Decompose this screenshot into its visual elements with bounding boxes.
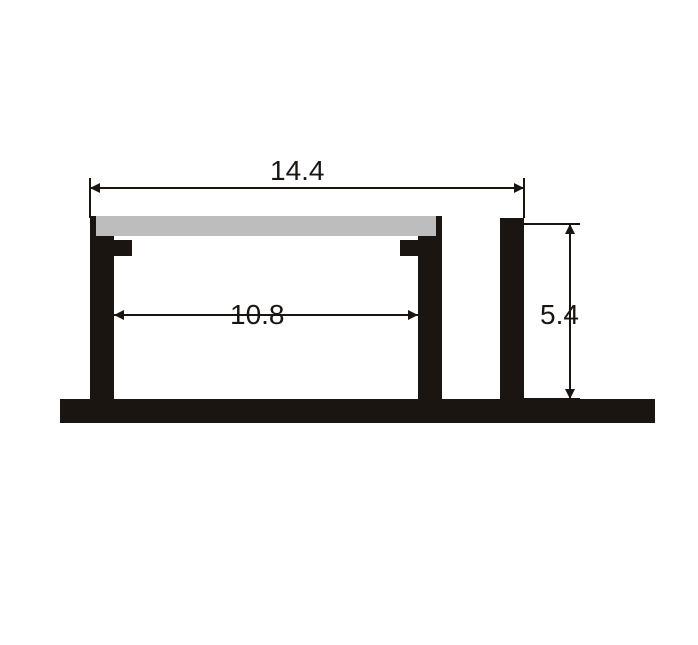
- cover-strip: [96, 216, 436, 236]
- dimension-inner-width: 10.8: [114, 299, 418, 330]
- dimension-right-height: 5.4: [520, 224, 580, 399]
- dimension-right-height-value: 5.4: [540, 299, 579, 330]
- dimension-top-width: 14.4: [90, 155, 524, 218]
- dimension-inner-width-value: 10.8: [230, 299, 285, 330]
- dimension-top-width-value: 14.4: [270, 155, 325, 186]
